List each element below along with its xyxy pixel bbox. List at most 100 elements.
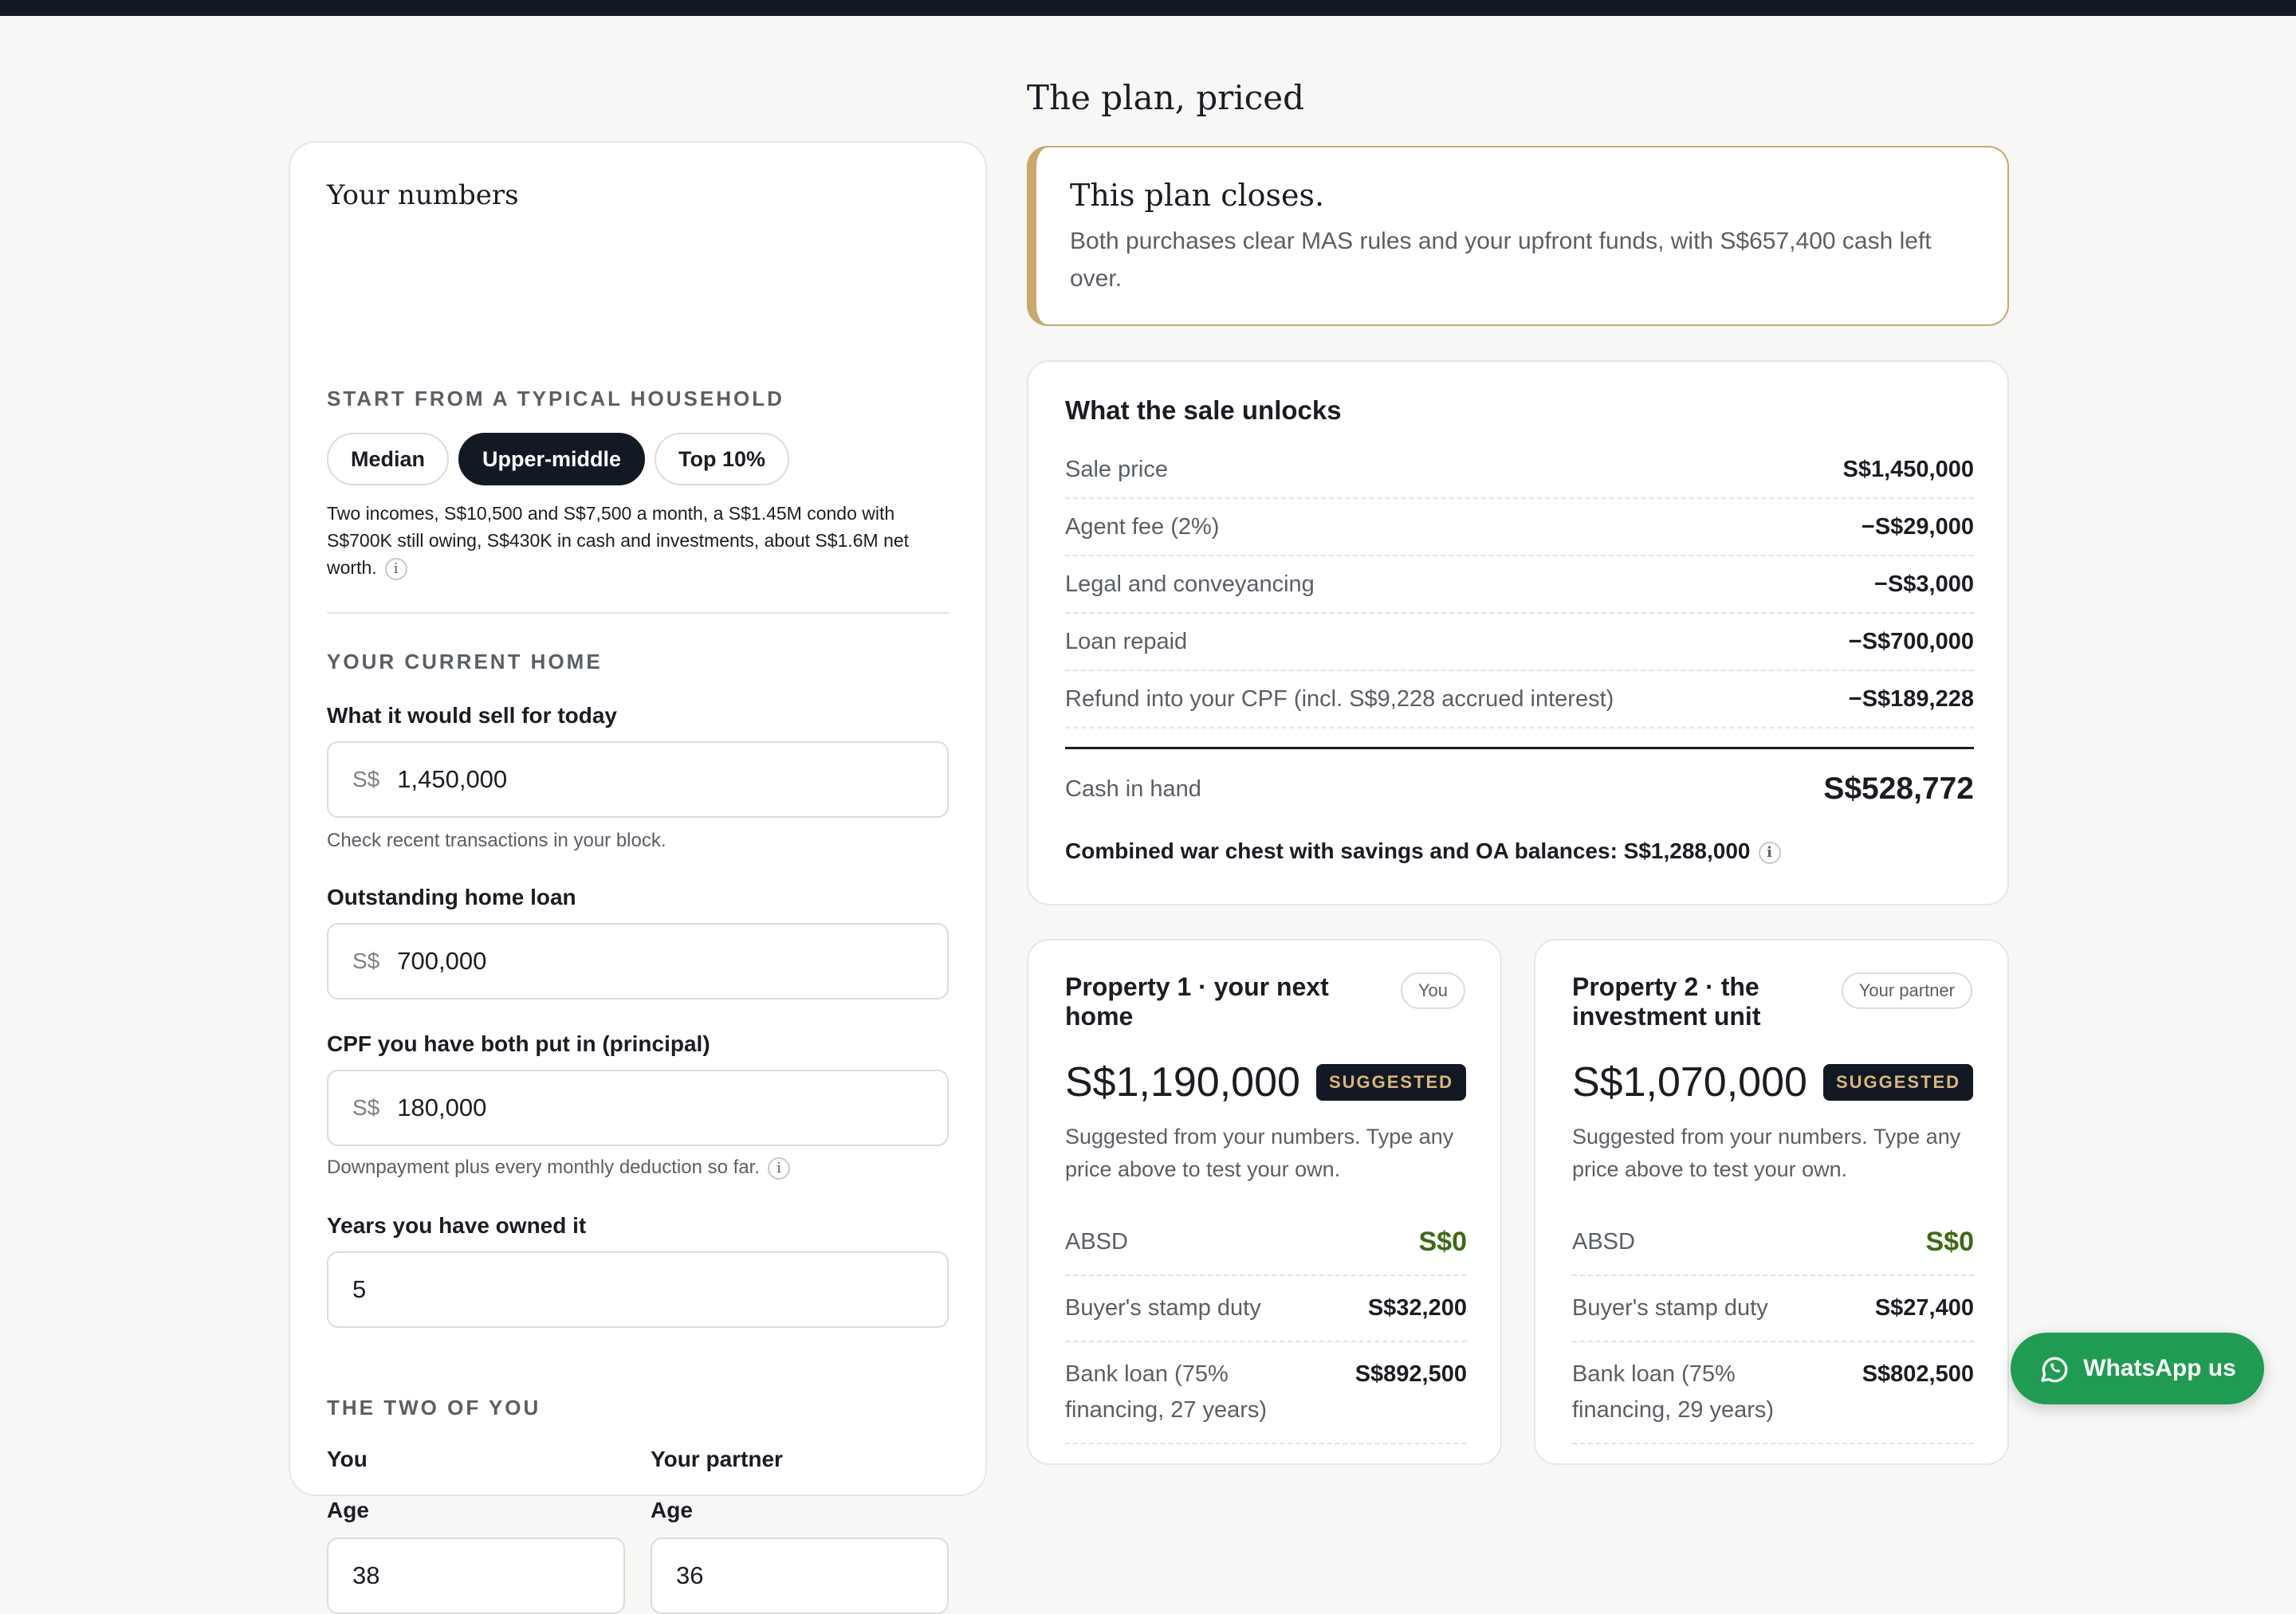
sale-unlocks-card: What the sale unlocks Sale price S$1,450… bbox=[1027, 360, 2009, 905]
preset-top-10-button[interactable]: Top 10% bbox=[655, 433, 790, 485]
sell-price-input[interactable] bbox=[397, 765, 876, 794]
absd-value: S$0 bbox=[1925, 1227, 1975, 1257]
partner-label: Your partner bbox=[651, 1447, 783, 1471]
cash-in-hand-value: S$528,772 bbox=[1823, 772, 1974, 806]
cash-in-hand-label: Cash in hand bbox=[1065, 776, 1201, 802]
sell-price-hint: Check recent transactions in your block. bbox=[327, 830, 666, 851]
home-loan-label: Outstanding home loan bbox=[327, 885, 576, 909]
preset-median-button[interactable]: Median bbox=[327, 433, 450, 485]
whatsapp-label: WhatsApp us bbox=[2083, 1355, 2236, 1381]
home-loan-field: S$ bbox=[327, 923, 949, 999]
price-row: S$1,190,000 SUGGESTED bbox=[1065, 1058, 1467, 1106]
bank-loan-row: Bank loan (75% financing, 27 years) S$89… bbox=[1065, 1342, 1467, 1444]
absd-row: ABSD S$0 bbox=[1572, 1210, 1974, 1276]
sale-row-value: −S$29,000 bbox=[1861, 513, 1974, 540]
home-loan-input[interactable] bbox=[397, 947, 876, 976]
plan-verdict-banner: This plan closes. Both purchases clear M… bbox=[1027, 146, 2009, 326]
info-icon[interactable]: i bbox=[767, 1157, 790, 1180]
bank-loan-row: Bank loan (75% financing, 29 years) S$80… bbox=[1572, 1342, 1974, 1444]
years-owned-input[interactable] bbox=[352, 1275, 831, 1304]
absd-value: S$0 bbox=[1418, 1227, 1468, 1257]
two-of-you-section-label: THE TWO OF YOU bbox=[327, 1396, 541, 1420]
sale-row-label: Legal and conveyancing bbox=[1065, 571, 1315, 597]
sale-row-label: Agent fee (2%) bbox=[1065, 513, 1220, 540]
your-numbers-panel: Your numbers START FROM A TYPICAL HOUSEH… bbox=[289, 141, 987, 1614]
absd-row: ABSD S$0 bbox=[1065, 1210, 1467, 1276]
cpf-field: S$ bbox=[327, 1070, 949, 1146]
bank-loan-label: Bank loan (75% financing, 27 years) bbox=[1065, 1361, 1268, 1423]
info-icon[interactable]: i bbox=[1758, 841, 1781, 864]
combined-war-chest-text: Combined war chest with savings and OA b… bbox=[1065, 838, 1751, 863]
stamp-duty-label: Buyer's stamp duty bbox=[1065, 1295, 1261, 1321]
property-title: Property 2 · the investment unit bbox=[1572, 972, 1761, 1031]
sale-row: Loan repaid −S$700,000 bbox=[1065, 614, 1974, 671]
stamp-duty-row: Buyer's stamp duty S$32,200 bbox=[1065, 1276, 1467, 1342]
whatsapp-button[interactable]: WhatsApp us bbox=[2011, 1333, 2264, 1404]
preset-upper-middle-button[interactable]: Upper-middle bbox=[458, 433, 646, 485]
whatsapp-icon bbox=[2041, 1357, 2068, 1383]
sale-breakdown-list: Sale price S$1,450,000 Agent fee (2%) −S… bbox=[1065, 442, 1974, 728]
suggested-badge: SUGGESTED bbox=[1315, 1064, 1467, 1101]
sale-row: Sale price S$1,450,000 bbox=[1065, 442, 1974, 499]
stamp-duty-value: S$27,400 bbox=[1874, 1295, 1974, 1321]
sale-row-value: −S$189,228 bbox=[1848, 685, 1974, 712]
property-price: S$1,190,000 bbox=[1065, 1059, 1300, 1105]
sale-card-title: What the sale unlocks bbox=[1065, 395, 1342, 425]
stamp-duty-label: Buyer's stamp duty bbox=[1572, 1295, 1768, 1321]
sale-row-label: Loan repaid bbox=[1065, 628, 1188, 654]
property-2-card: Property 2 · the investment unit Your pa… bbox=[1534, 939, 2009, 1465]
sale-row-label: Refund into your CPF (incl. S$9,228 accr… bbox=[1065, 685, 1614, 712]
you-age-input[interactable] bbox=[352, 1561, 592, 1590]
property-title: Property 1 · your next home bbox=[1065, 972, 1329, 1031]
sale-row: Legal and conveyancing −S$3,000 bbox=[1065, 556, 1974, 614]
years-owned-field bbox=[327, 1251, 949, 1328]
preset-description-text: Two incomes, S$10,500 and S$7,500 a mont… bbox=[327, 503, 910, 578]
property-1-card: Property 1 · your next home You S$1,190,… bbox=[1027, 939, 1502, 1465]
owner-badge: You bbox=[1400, 972, 1465, 1009]
partner-age-label: Age bbox=[651, 1498, 693, 1522]
sale-row: Refund into your CPF (incl. S$9,228 accr… bbox=[1065, 671, 1974, 728]
verdict-title: This plan closes. bbox=[1070, 178, 1325, 213]
top-bar bbox=[0, 0, 2296, 16]
info-icon[interactable]: i bbox=[384, 557, 407, 580]
cpf-label: CPF you have both put in (principal) bbox=[327, 1031, 710, 1056]
sell-price-field: S$ bbox=[327, 741, 949, 818]
sell-price-label: What it would sell for today bbox=[327, 703, 617, 728]
section-divider bbox=[327, 612, 949, 614]
combined-war-chest: Combined war chest with savings and OA b… bbox=[1065, 838, 1781, 864]
page-title: The plan, priced bbox=[1027, 78, 1305, 117]
absd-label: ABSD bbox=[1572, 1229, 1635, 1255]
cpf-hint-text: Downpayment plus every monthly deduction… bbox=[327, 1157, 760, 1178]
household-section-label: START FROM A TYPICAL HOUSEHOLD bbox=[327, 387, 784, 410]
total-divider bbox=[1065, 747, 1974, 749]
you-age-field bbox=[327, 1537, 625, 1614]
bank-loan-value: S$892,500 bbox=[1354, 1361, 1467, 1387]
stamp-duty-row: Buyer's stamp duty S$27,400 bbox=[1572, 1276, 1974, 1342]
preset-description: Two incomes, S$10,500 and S$7,500 a mont… bbox=[327, 500, 949, 581]
cpf-hint: Downpayment plus every monthly deduction… bbox=[327, 1157, 790, 1180]
sale-row-value: −S$3,000 bbox=[1874, 571, 1974, 597]
panel-title: Your numbers bbox=[327, 179, 519, 211]
current-home-section-label: YOUR CURRENT HOME bbox=[327, 650, 603, 673]
years-owned-label: Years you have owned it bbox=[327, 1213, 587, 1238]
property-cost-list: ABSD S$0 Buyer's stamp duty S$27,400 Ban… bbox=[1572, 1210, 1974, 1444]
property-price: S$1,070,000 bbox=[1572, 1059, 1807, 1105]
currency-prefix: S$ bbox=[352, 1095, 380, 1120]
partner-age-field bbox=[651, 1537, 949, 1614]
stamp-duty-value: S$32,200 bbox=[1367, 1295, 1467, 1321]
property-note: Suggested from your numbers. Type any pr… bbox=[1572, 1125, 1961, 1181]
sale-row-value: S$1,450,000 bbox=[1842, 456, 1974, 482]
currency-prefix: S$ bbox=[352, 767, 380, 791]
verdict-text: Both purchases clear MAS rules and your … bbox=[1070, 228, 1932, 292]
property-cost-list: ABSD S$0 Buyer's stamp duty S$32,200 Ban… bbox=[1065, 1210, 1467, 1444]
you-label: You bbox=[327, 1447, 368, 1471]
suggested-badge: SUGGESTED bbox=[1822, 1064, 1974, 1101]
partner-age-input[interactable] bbox=[676, 1561, 915, 1590]
bank-loan-label: Bank loan (75% financing, 29 years) bbox=[1572, 1361, 1775, 1423]
preset-group: Median Upper-middle Top 10% bbox=[327, 433, 790, 485]
price-row: S$1,070,000 SUGGESTED bbox=[1572, 1058, 1974, 1106]
absd-label: ABSD bbox=[1065, 1229, 1128, 1255]
you-age-label: Age bbox=[327, 1498, 369, 1522]
cpf-input[interactable] bbox=[397, 1094, 876, 1122]
owner-badge: Your partner bbox=[1841, 972, 1972, 1009]
